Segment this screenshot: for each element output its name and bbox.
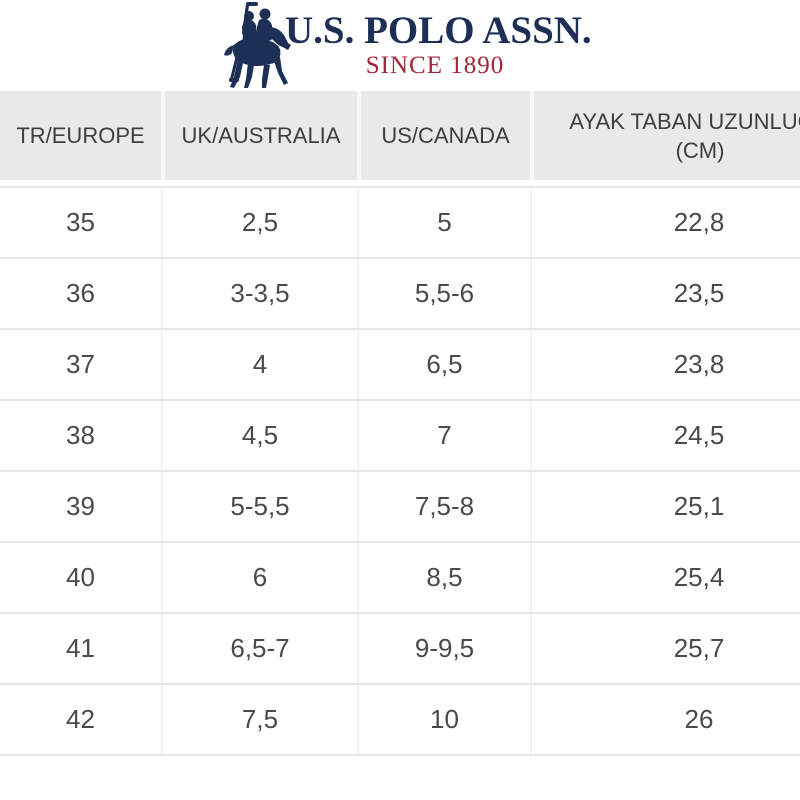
cell-uk-australia: 2,5 <box>161 188 357 257</box>
brand-header: U.S. POLO ASSN. SINCE 1890 <box>0 0 800 91</box>
table-row: 39 5-5,5 7,5-8 25,1 <box>0 472 800 543</box>
brand-name: U.S. POLO ASSN. <box>285 9 592 52</box>
cell-us-canada: 9-9,5 <box>357 614 530 683</box>
cell-foot-length: 25,4 <box>530 543 800 612</box>
cell-us-canada: 5 <box>357 188 530 257</box>
cell-tr-europe: 41 <box>66 633 95 663</box>
cell-tr-europe: 36 <box>66 278 95 308</box>
table-row: 42 7,5 10 26 <box>0 685 800 756</box>
size-chart-header-row: TR/EUROPE UK/AUSTRALIA US/CANADA AYAK TA… <box>0 91 800 180</box>
cell-foot-length: 24,5 <box>530 401 800 470</box>
cell-tr-europe: 40 <box>66 562 95 592</box>
table-row: 36 3-3,5 5,5-6 23,5 <box>0 259 800 330</box>
polo-double-horsemen-icon <box>216 1 298 89</box>
cell-foot-length: 25,1 <box>530 472 800 541</box>
table-row: 40 6 8,5 25,4 <box>0 543 800 614</box>
cell-us-canada: 7 <box>357 401 530 470</box>
cell-us-canada: 7,5-8 <box>357 472 530 541</box>
cell-uk-australia: 4,5 <box>161 401 357 470</box>
table-row: 37 4 6,5 23,8 <box>0 330 800 401</box>
cell-uk-australia: 7,5 <box>161 685 357 754</box>
cell-uk-australia: 6 <box>161 543 357 612</box>
cell-tr-europe: 39 <box>66 491 95 521</box>
cell-tr-europe: 35 <box>66 207 95 237</box>
brand-tagline: SINCE 1890 <box>365 52 505 79</box>
size-chart-viewport: TR/EUROPE UK/AUSTRALIA US/CANADA AYAK TA… <box>0 91 800 756</box>
cell-us-canada: 6,5 <box>357 330 530 399</box>
cell-foot-length: 23,8 <box>530 330 800 399</box>
cell-foot-length: 25,7 <box>530 614 800 683</box>
brand-lockup: U.S. POLO ASSN. SINCE 1890 <box>285 9 592 80</box>
column-header-us-canada: US/CANADA <box>357 91 530 180</box>
column-header-uk-australia: UK/AUSTRALIA <box>161 91 357 180</box>
size-chart-body: 35 2,5 5 22,8 36 3-3,5 5,5-6 23,5 37 4 6… <box>0 186 800 756</box>
cell-uk-australia: 4 <box>161 330 357 399</box>
cell-us-canada: 10 <box>357 685 530 754</box>
column-header-foot-length-cm: AYAK TABAN UZUNLUĞU (CM) <box>530 91 800 180</box>
table-row: 38 4,5 7 24,5 <box>0 401 800 472</box>
cell-us-canada: 5,5-6 <box>357 259 530 328</box>
column-header-tr-europe: TR/EUROPE <box>0 91 161 180</box>
cell-tr-europe: 38 <box>66 420 95 450</box>
cell-uk-australia: 5-5,5 <box>161 472 357 541</box>
cell-uk-australia: 3-3,5 <box>161 259 357 328</box>
cell-foot-length: 26 <box>530 685 800 754</box>
cell-tr-europe: 42 <box>66 704 95 734</box>
table-row: 41 6,5-7 9-9,5 25,7 <box>0 614 800 685</box>
cell-uk-australia: 6,5-7 <box>161 614 357 683</box>
cell-tr-europe: 37 <box>66 349 95 379</box>
table-row: 35 2,5 5 22,8 <box>0 188 800 259</box>
size-chart-table: TR/EUROPE UK/AUSTRALIA US/CANADA AYAK TA… <box>0 91 800 756</box>
cell-foot-length: 22,8 <box>530 188 800 257</box>
cell-foot-length: 23,5 <box>530 259 800 328</box>
cell-us-canada: 8,5 <box>357 543 530 612</box>
